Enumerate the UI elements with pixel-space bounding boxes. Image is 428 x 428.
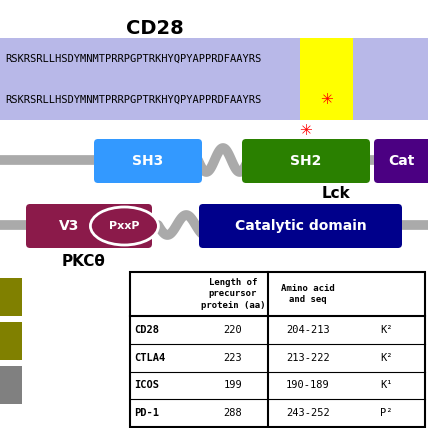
Bar bbox=[0, 38, 428, 120]
Text: P²: P² bbox=[380, 408, 393, 418]
Text: 213-222: 213-222 bbox=[286, 353, 330, 363]
Bar bbox=[300, 38, 353, 79]
FancyBboxPatch shape bbox=[242, 139, 370, 183]
Text: RSKRSRLLHSDYMNMTPRRPGPTRKHYQPYAPPRDFAAYRS: RSKRSRLLHSDYMNMTPRRPGPTRKHYQPYAPPRDFAAYR… bbox=[5, 54, 261, 63]
Text: PD-1: PD-1 bbox=[134, 408, 159, 418]
Text: Catalytic domain: Catalytic domain bbox=[235, 219, 366, 233]
Text: K²: K² bbox=[380, 325, 393, 335]
Text: SH2: SH2 bbox=[290, 154, 322, 168]
FancyBboxPatch shape bbox=[374, 139, 428, 183]
Text: PKCθ: PKCθ bbox=[62, 255, 106, 270]
Text: Cat: Cat bbox=[388, 154, 414, 168]
Text: K²: K² bbox=[380, 353, 393, 363]
Text: 204-213: 204-213 bbox=[286, 325, 330, 335]
Text: 220: 220 bbox=[223, 325, 242, 335]
Text: K¹: K¹ bbox=[380, 380, 393, 390]
FancyBboxPatch shape bbox=[26, 204, 152, 248]
Ellipse shape bbox=[90, 207, 158, 245]
FancyBboxPatch shape bbox=[199, 204, 402, 248]
Bar bbox=[0, 322, 22, 360]
Bar bbox=[0, 366, 22, 404]
Text: 288: 288 bbox=[223, 408, 242, 418]
Text: CD28: CD28 bbox=[134, 325, 159, 335]
Text: V3: V3 bbox=[59, 219, 79, 233]
Text: CTLA4: CTLA4 bbox=[134, 353, 165, 363]
Bar bbox=[130, 272, 425, 427]
Text: RSKRSRLLHSDYMNMTPRRPGPTRKHYQPYAPPRDFAAYRS: RSKRSRLLHSDYMNMTPRRPGPTRKHYQPYAPPRDFAAYR… bbox=[5, 95, 261, 104]
Text: 199: 199 bbox=[223, 380, 242, 390]
Text: ✳: ✳ bbox=[300, 123, 312, 138]
Text: ICOS: ICOS bbox=[134, 380, 159, 390]
Text: CD28: CD28 bbox=[126, 18, 184, 38]
Text: 243-252: 243-252 bbox=[286, 408, 330, 418]
Bar bbox=[0, 278, 22, 316]
Text: Lck: Lck bbox=[321, 185, 351, 200]
FancyBboxPatch shape bbox=[94, 139, 202, 183]
Bar bbox=[300, 79, 353, 120]
Text: PxxP: PxxP bbox=[109, 221, 140, 231]
Text: Length of
precursor
protein (aa): Length of precursor protein (aa) bbox=[201, 278, 265, 309]
Text: 190-189: 190-189 bbox=[286, 380, 330, 390]
Text: ✳: ✳ bbox=[320, 92, 333, 107]
Text: SH3: SH3 bbox=[132, 154, 163, 168]
Text: Amino acid
and seq: Amino acid and seq bbox=[281, 284, 335, 304]
Text: 223: 223 bbox=[223, 353, 242, 363]
